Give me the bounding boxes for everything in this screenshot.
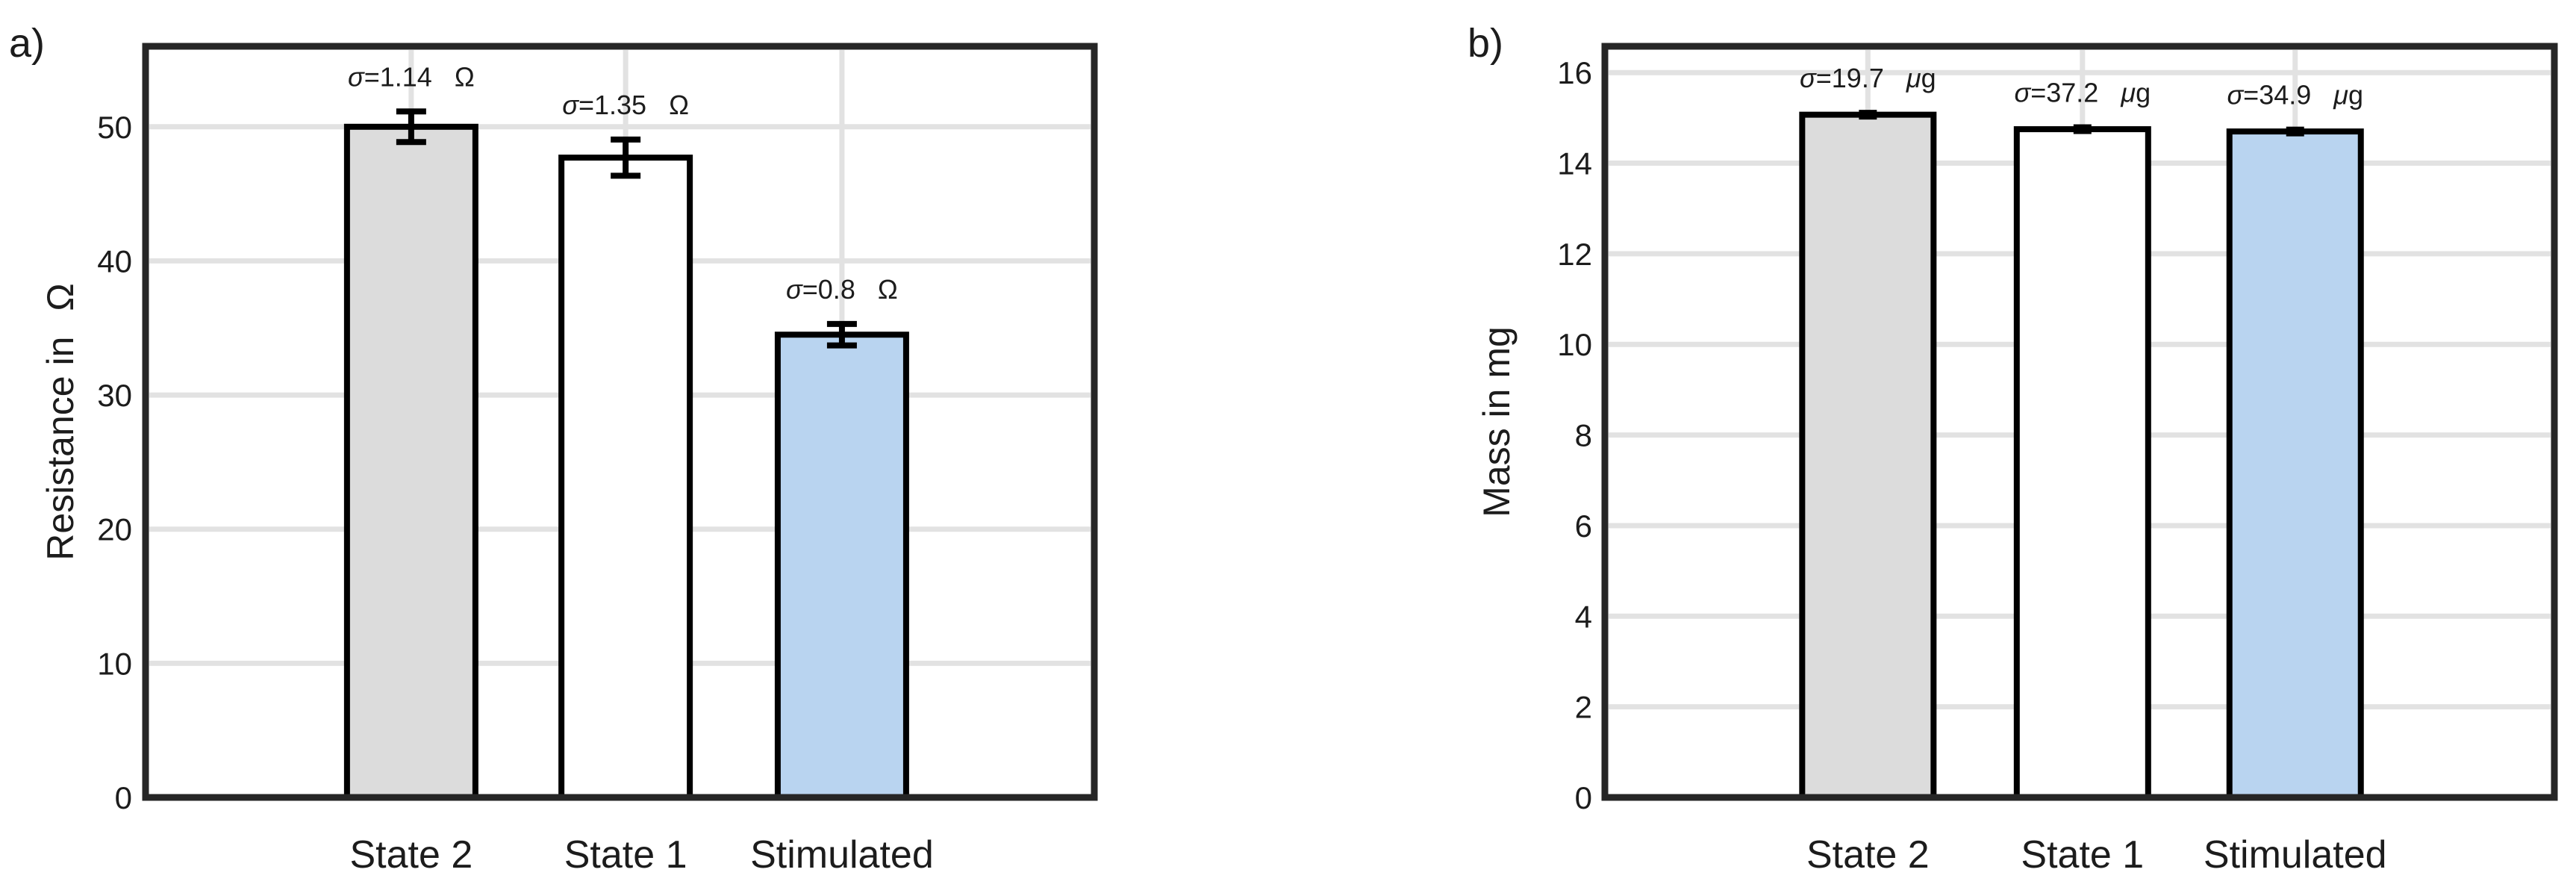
y-tick-label-30: 30 (97, 378, 132, 413)
bar-state-2 (343, 123, 478, 801)
y-tick-label-16: 16 (1557, 55, 1592, 90)
x-tick-label-stimulated: Stimulated (750, 833, 934, 877)
x-tick-label-state-1: State 1 (564, 833, 687, 877)
bar-state-2 (1799, 111, 1937, 801)
y-tick-label-40: 40 (97, 243, 132, 279)
sigma-annotation-state-1: σ=1.35 Ω (562, 90, 689, 120)
bar-state-1 (558, 155, 693, 800)
error-bar-state-2 (1859, 110, 1877, 120)
panel-label-b-: b) (1468, 21, 1503, 66)
y-tick-label-2: 2 (1575, 690, 1592, 725)
y-tick-label-14: 14 (1557, 146, 1592, 181)
error-bar-state-1 (611, 136, 641, 179)
chart-panel-b-: σ=19.7 μg σ=37.2 μg σ=34.9 μg 0 2 4 6 8 10 12 14 16 Sta… (1468, 21, 2558, 877)
y-tick-label-4: 4 (1575, 599, 1592, 634)
x-tick-label-state-1: State 1 (2021, 833, 2144, 877)
panel-label-a-: a) (9, 21, 45, 66)
y-tick-label-6: 6 (1575, 508, 1592, 544)
x-tick-label-state-2: State 2 (349, 833, 473, 877)
error-bar-state-1 (2073, 124, 2092, 134)
bar-state-1 (2013, 126, 2151, 800)
y-tick-label-20: 20 (97, 512, 132, 547)
y-tick-label-0: 0 (1575, 780, 1592, 815)
error-bar-stimulated (826, 320, 857, 349)
y-tick-label-8: 8 (1575, 418, 1592, 453)
y-tick-label-12: 12 (1557, 237, 1592, 272)
plot-border (1601, 43, 2558, 801)
y-tick-label-10: 10 (1557, 327, 1592, 362)
sigma-annotation-state-1: σ=37.2 μg (2015, 78, 2151, 108)
sigma-annotation-stimulated: σ=0.8 Ω (786, 274, 898, 305)
y-tick-label-50: 50 (97, 110, 132, 145)
bar-stimulated (2226, 128, 2364, 801)
error-bar-state-2 (396, 108, 426, 146)
chart-panel-a-: σ=1.14 Ω σ=1.35 Ω σ=0.8 Ω 0 10 20 30 40 50 State 2 St… (9, 21, 1098, 877)
sigma-annotation-state-2: σ=1.14 Ω (348, 61, 475, 92)
y-tick-label-0: 0 (115, 780, 132, 815)
y-tick-label-10: 10 (97, 646, 132, 681)
y-axis-label-b-: Mass in mg (1476, 326, 1518, 517)
y-axis-label-a-: Resistance inΩ (40, 283, 81, 561)
sigma-annotation-stimulated: σ=34.9 μg (2227, 80, 2363, 111)
x-tick-label-stimulated: Stimulated (2204, 833, 2387, 877)
bar-stimulated (774, 332, 909, 801)
sigma-annotation-state-2: σ=19.7 μg (1800, 63, 1936, 93)
error-bar-stimulated (2286, 126, 2304, 137)
x-tick-label-state-2: State 2 (1806, 833, 1930, 877)
plot-border (142, 43, 1098, 801)
